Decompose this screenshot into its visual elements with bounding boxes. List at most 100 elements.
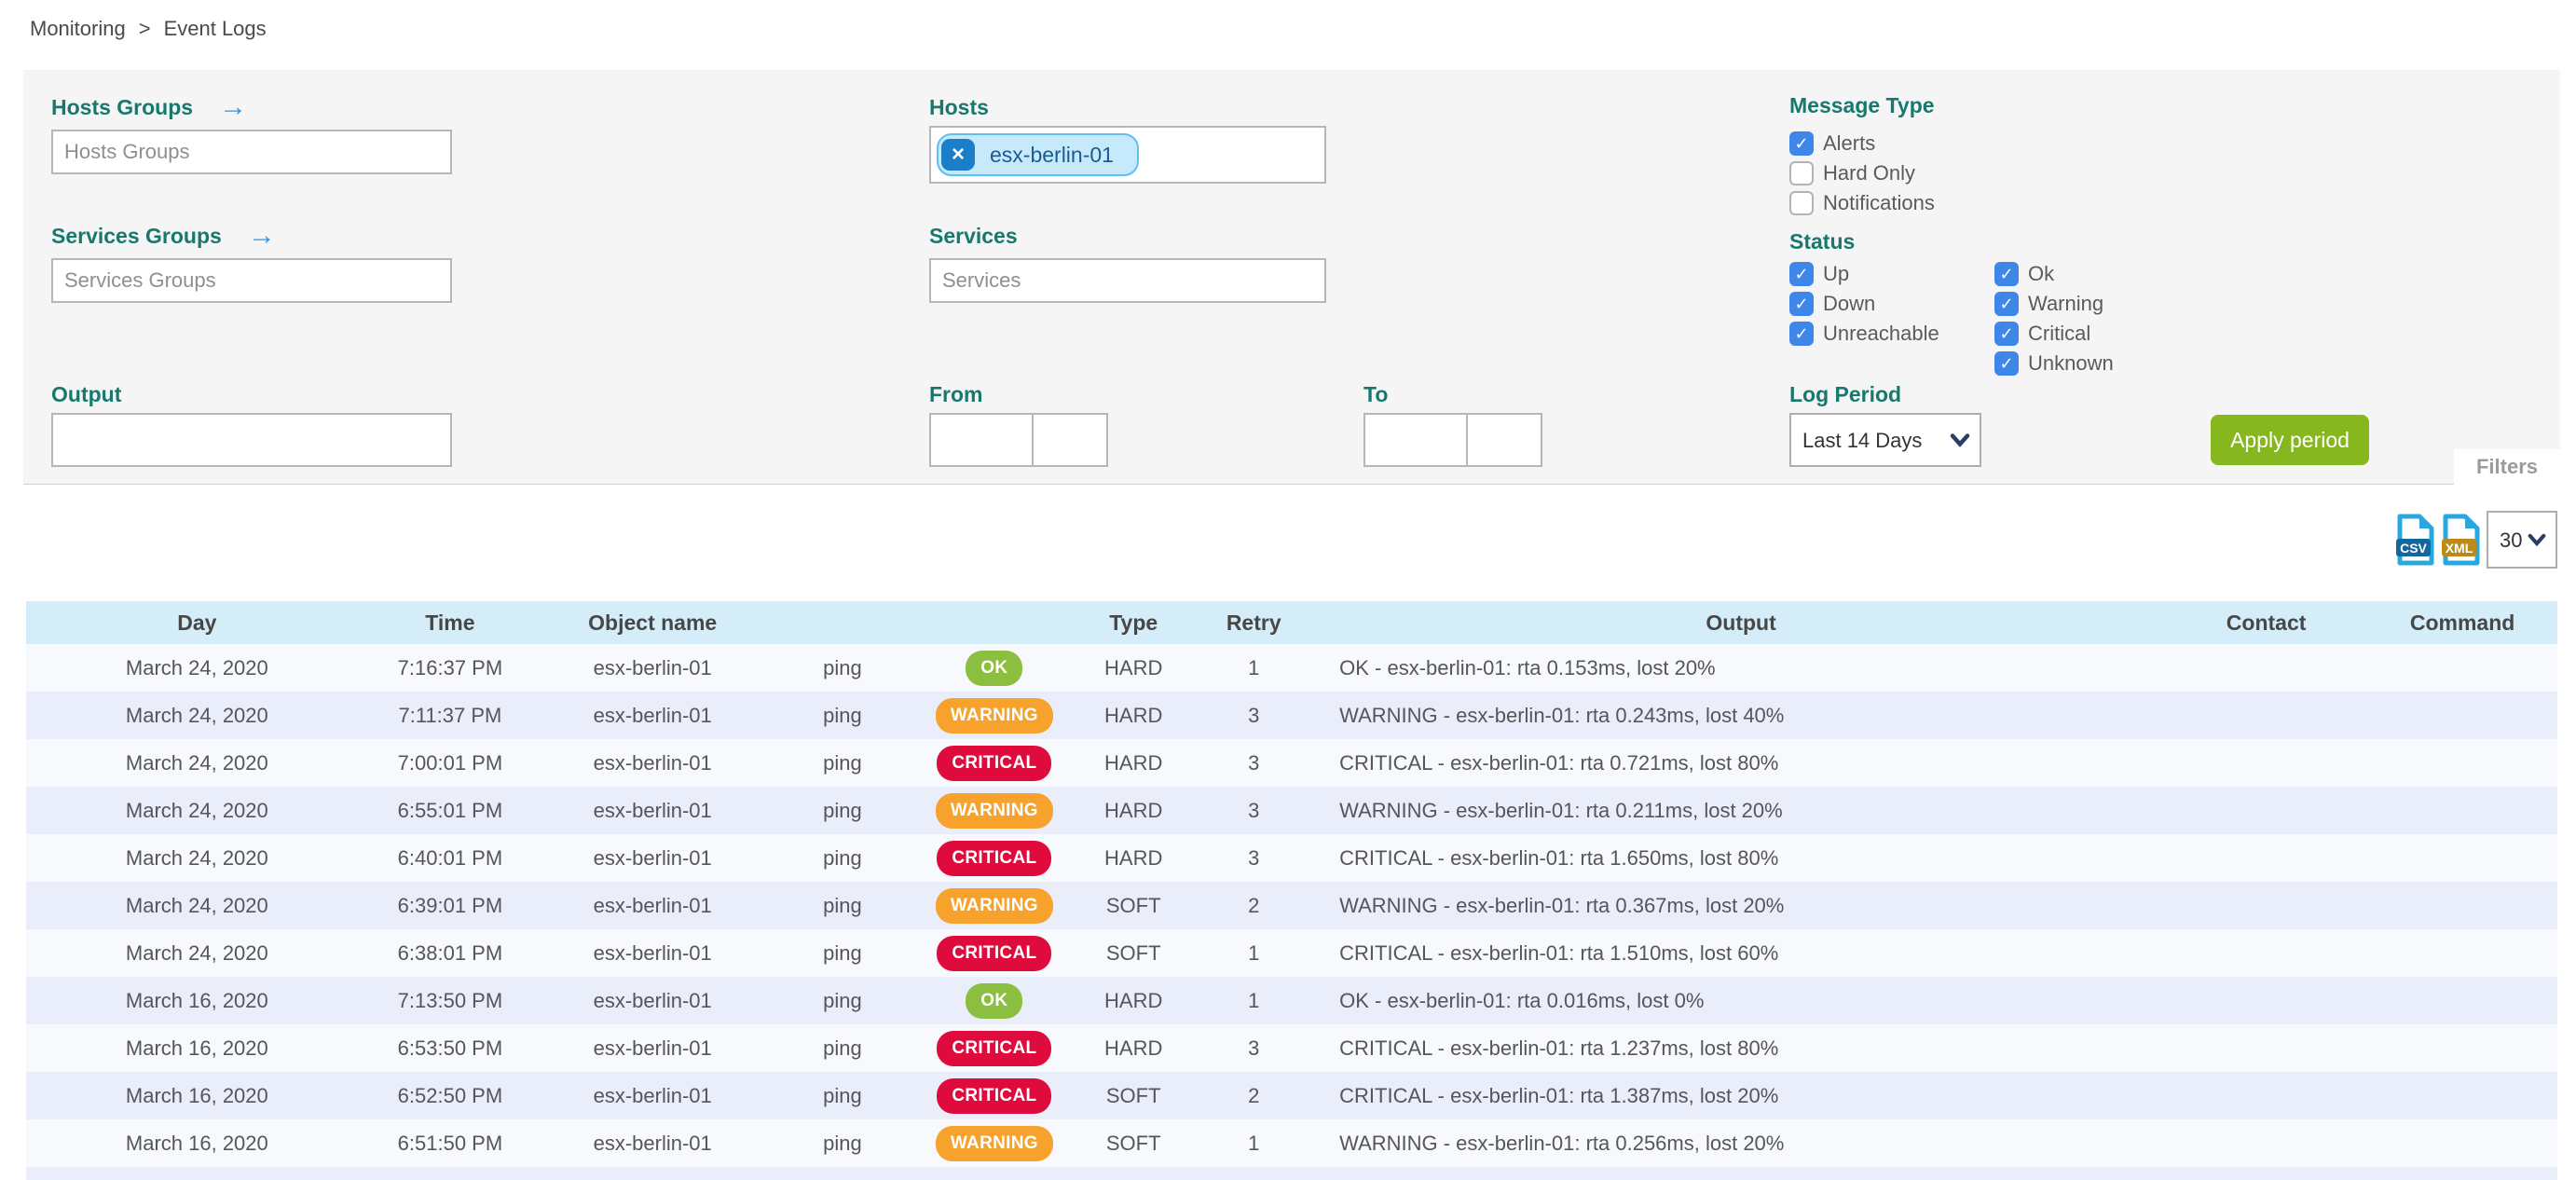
hosts-label: Hosts	[929, 94, 989, 119]
export-xml-icon[interactable]: XML	[2441, 514, 2482, 566]
cell-status: WARNING	[912, 1125, 1077, 1161]
cell-service: ping	[823, 750, 862, 775]
services-groups-input[interactable]	[51, 258, 452, 303]
cell-retry: 3	[1248, 703, 1260, 727]
cell-retry: 1	[1248, 655, 1260, 679]
services-input[interactable]	[929, 258, 1326, 303]
cell-output: CRITICAL - esx-berlin-01: rta 0.721ms, l…	[1339, 750, 1779, 775]
cell-status: CRITICAL	[912, 1077, 1077, 1114]
message-type-label: Message Type	[1789, 92, 1935, 117]
services-label: Services	[929, 223, 1018, 248]
checkbox-option-unknown[interactable]: Unknown	[1994, 351, 2114, 376]
checkbox-option-up[interactable]: Up	[1789, 262, 1939, 286]
checkbox-label-up: Up	[1823, 262, 1850, 285]
checkbox-unknown[interactable]	[1994, 351, 2019, 376]
host-tag-label: esx-berlin-01	[990, 142, 1114, 167]
host-tag-esx-berlin-01[interactable]: × esx-berlin-01	[937, 133, 1139, 176]
cell-type: SOFT	[1105, 940, 1161, 965]
remove-tag-icon[interactable]: ×	[941, 139, 975, 171]
log-period-select[interactable]: Last 14 Days	[1791, 415, 1980, 465]
table-row: March 24, 2020 6:39:01 PM esx-berlin-01 pin…	[26, 882, 2557, 929]
checkbox-ok[interactable]	[1994, 262, 2019, 286]
cell-output: CRITICAL - esx-berlin-01: rta 1.650ms, l…	[1339, 845, 1779, 870]
checkbox-critical[interactable]	[1994, 322, 2019, 346]
column-header-type[interactable]: Type	[1109, 610, 1158, 635]
checkbox-option-hard-only[interactable]: Hard Only	[1789, 161, 1935, 185]
checkbox-option-critical[interactable]: Critical	[1994, 322, 2114, 346]
cell-output: CRITICAL - esx-berlin-01: rta 1.387ms, l…	[1339, 1083, 1779, 1107]
status-badge: WARNING	[935, 792, 1053, 829]
cell-object: esx-berlin-01	[593, 798, 712, 822]
checkbox-alerts[interactable]	[1789, 131, 1814, 156]
checkbox-hard-only[interactable]	[1789, 161, 1814, 185]
log-period-select-wrap: Last 14 Days	[1789, 413, 1981, 467]
column-header-command[interactable]: Command	[2409, 610, 2515, 635]
table-row: March 16, 2020 6:53:50 PM esx-berlin-01 pin…	[26, 1024, 2557, 1072]
checkbox-option-notifications[interactable]: Notifications	[1789, 191, 1935, 215]
hosts-groups-label: Hosts Groups	[51, 94, 194, 119]
from-label: From	[929, 381, 983, 406]
hosts-groups-input[interactable]	[51, 130, 452, 174]
cell-time: 7:11:37 PM	[398, 703, 502, 727]
cell-object: esx-berlin-01	[593, 1083, 712, 1107]
cell-type: SOFT	[1105, 893, 1161, 917]
checkbox-label-alerts: Alerts	[1823, 131, 1876, 155]
cell-service: ping	[823, 1131, 862, 1155]
cell-retry: 1	[1248, 940, 1260, 965]
cell-type: HARD	[1104, 750, 1163, 775]
column-header-day[interactable]: Day	[177, 610, 217, 635]
event-logs-table: Day Time Object name Type Retry Output Contact…	[26, 601, 2557, 1180]
status-label-row: Status	[1789, 228, 1855, 254]
checkbox-option-down[interactable]: Down	[1789, 292, 1939, 316]
from-date-input[interactable]	[929, 413, 1034, 467]
checkbox-unreachable[interactable]	[1789, 322, 1814, 346]
checkbox-down[interactable]	[1789, 292, 1814, 316]
checkbox-label-unreachable: Unreachable	[1823, 322, 1939, 345]
cell-service: ping	[823, 1036, 862, 1060]
page-size-select[interactable]: 30	[2488, 513, 2555, 567]
table-body: March 24, 2020 7:16:37 PM esx-berlin-01 pin…	[26, 644, 2557, 1180]
checkbox-option-unreachable[interactable]: Unreachable	[1789, 322, 1939, 346]
status-badge: CRITICAL	[937, 840, 1052, 876]
checkbox-notifications[interactable]	[1789, 191, 1814, 215]
column-header-time[interactable]: Time	[425, 610, 475, 635]
to-label-row: To	[1363, 381, 1388, 407]
status-badge: CRITICAL	[937, 1030, 1052, 1066]
column-header-object[interactable]: Object name	[588, 610, 718, 635]
cell-day: March 24, 2020	[125, 893, 268, 917]
checkbox-option-warning[interactable]: Warning	[1994, 292, 2114, 316]
apply-period-button[interactable]: Apply period	[2211, 415, 2369, 465]
column-header-retry[interactable]: Retry	[1226, 610, 1281, 635]
breadcrumb-item-event-logs[interactable]: Event Logs	[163, 17, 267, 40]
checkbox-option-alerts[interactable]: Alerts	[1789, 131, 1935, 156]
services-label-row: Services	[929, 223, 1018, 249]
cell-output: CRITICAL - esx-berlin-01: rta 1.237ms, l…	[1339, 1036, 1779, 1060]
breadcrumb-item-monitoring[interactable]: Monitoring	[30, 17, 126, 40]
cell-service: ping	[823, 1083, 862, 1107]
checkbox-label-notifications: Notifications	[1823, 191, 1935, 214]
column-header-output[interactable]: Output	[1706, 610, 1776, 635]
filters-collapse-tab[interactable]: Filters	[2454, 449, 2560, 485]
checkbox-warning[interactable]	[1994, 292, 2019, 316]
to-time-input[interactable]	[1466, 413, 1542, 467]
cell-type: HARD	[1104, 703, 1163, 727]
table-row: March 16, 2020 6:51:50 PM esx-berlin-01 pin…	[26, 1119, 2557, 1167]
to-date-input[interactable]	[1363, 413, 1468, 467]
hosts-input[interactable]: × esx-berlin-01	[929, 126, 1326, 184]
checkbox-option-ok[interactable]: Ok	[1994, 262, 2114, 286]
table-row: March 24, 2020 7:00:01 PM esx-berlin-01 pin…	[26, 739, 2557, 787]
from-time-input[interactable]	[1032, 413, 1108, 467]
cell-type: HARD	[1104, 988, 1163, 1012]
cell-service: ping	[823, 893, 862, 917]
output-filter-input[interactable]	[51, 413, 452, 467]
to-label: To	[1363, 381, 1389, 406]
goto-services-groups-arrow-icon[interactable]: →	[247, 220, 276, 251]
checkbox-up[interactable]	[1789, 262, 1814, 286]
goto-hosts-groups-arrow-icon[interactable]: →	[219, 91, 248, 122]
column-header-contact[interactable]: Contact	[2226, 610, 2307, 635]
export-csv-icon[interactable]: CSV	[2395, 514, 2436, 566]
services-groups-label: Services Groups	[51, 223, 222, 248]
cell-service: ping	[823, 703, 862, 727]
cell-retry: 2	[1248, 1083, 1260, 1107]
status-badge: WARNING	[935, 887, 1053, 924]
